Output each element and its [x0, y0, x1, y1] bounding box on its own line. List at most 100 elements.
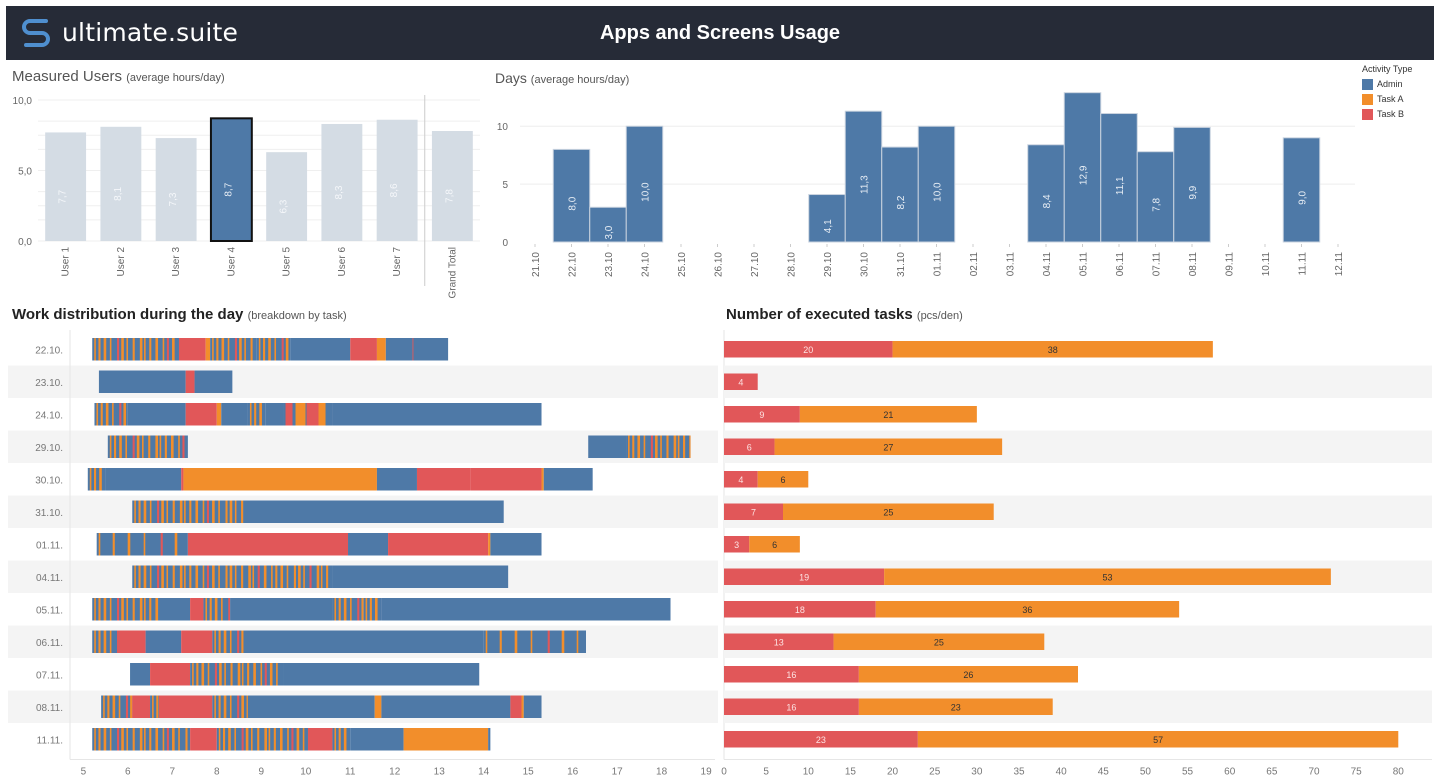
timeline-stripe — [247, 663, 250, 686]
timeline-stripe — [105, 403, 109, 426]
timeline-segment — [221, 403, 248, 426]
timeline-stripe — [279, 728, 283, 751]
timeline-stripe — [94, 598, 96, 621]
timeline-segment — [216, 728, 308, 751]
legend-item-admin[interactable]: Admin — [1362, 78, 1412, 90]
work-subtitle: (breakdown by task) — [247, 310, 347, 322]
timeline-segment — [183, 468, 377, 491]
timeline-stripe — [100, 403, 103, 426]
timeline-segment — [178, 338, 206, 361]
timeline-segment — [181, 630, 213, 653]
timeline-stripe — [196, 663, 199, 686]
timeline-segment — [107, 435, 188, 458]
timeline-stripe — [117, 630, 119, 653]
timeline-stripe — [229, 630, 232, 653]
timeline-stripe — [214, 630, 216, 653]
x-tick-label: 08.11 — [1188, 252, 1199, 277]
row-label: 22.10. — [35, 345, 63, 356]
timeline-stripe — [285, 338, 289, 361]
bar-value-label: 7,7 — [58, 189, 69, 203]
work-title: Work distribution during the day — [12, 306, 244, 323]
stacked-bar-segment — [892, 341, 1213, 358]
timeline-stripe — [223, 630, 227, 653]
x-tick-label: 13 — [434, 767, 446, 778]
timeline-stripe — [228, 598, 231, 621]
timeline-stripe — [273, 728, 276, 751]
timeline-stripe — [98, 630, 101, 653]
timeline-stripe — [149, 338, 152, 361]
timeline-stripe — [237, 630, 240, 653]
x-tick-label: 03.11 — [1006, 252, 1017, 277]
timeline-stripe — [112, 695, 116, 718]
stacked-bar-segment — [833, 633, 1045, 650]
timeline-stripe — [99, 468, 102, 491]
timeline-stripe — [302, 728, 305, 751]
timeline-stripe — [229, 695, 232, 718]
x-tick-label: 35 — [1013, 767, 1025, 778]
timeline-stripe — [195, 565, 199, 588]
timeline-stripe — [119, 403, 122, 426]
timeline-stripe — [202, 565, 205, 588]
days-title: Days — [495, 70, 527, 86]
timeline-stripe — [320, 565, 323, 588]
stacked-bar-segment — [724, 666, 859, 683]
timeline-segment — [194, 370, 233, 393]
timeline-segment — [521, 695, 524, 718]
bar-value-label: 25 — [934, 637, 944, 647]
bar — [321, 123, 363, 241]
x-tick-label: 20 — [887, 767, 899, 778]
timeline-stripe — [156, 695, 159, 718]
timeline-segment — [150, 695, 159, 718]
bar-value-label: 9,9 — [1188, 185, 1199, 199]
timeline-stripe — [172, 338, 175, 361]
stacked-bar-segment — [858, 666, 1078, 683]
timeline-stripe — [241, 695, 244, 718]
timeline-stripe — [223, 695, 227, 718]
timeline-segment — [376, 468, 417, 491]
timeline-segment — [385, 338, 413, 361]
timeline-stripe — [96, 403, 99, 426]
timeline-stripe — [244, 338, 246, 361]
timeline-segment — [350, 728, 404, 751]
timeline-segment — [96, 533, 188, 556]
x-tick-label: 12.11 — [1334, 252, 1345, 277]
timeline-stripe — [139, 728, 143, 751]
timeline-segment — [181, 468, 184, 491]
timeline-stripe — [185, 728, 188, 751]
timeline-stripe — [241, 630, 244, 653]
timeline-stripe — [121, 728, 124, 751]
legend-item-task-b[interactable]: Task B — [1362, 108, 1412, 120]
timeline-stripe — [152, 695, 154, 718]
x-tick-label: 70 — [1308, 767, 1320, 778]
timeline-segment — [388, 533, 489, 556]
x-tick-label: 65 — [1266, 767, 1278, 778]
timeline-segment — [230, 598, 333, 621]
bar-value-label: 25 — [883, 507, 893, 517]
stacked-bar-segment — [858, 698, 1053, 715]
bar-value-label: 23 — [951, 702, 961, 712]
users-title: Measured Users — [12, 68, 123, 85]
timeline-stripe — [295, 403, 306, 426]
bar-value-label: 10,0 — [933, 182, 944, 202]
timeline-stripe — [139, 338, 143, 361]
timeline-stripe — [98, 598, 101, 621]
timeline-stripe — [182, 435, 185, 458]
timeline-segment — [416, 468, 471, 491]
legend-item-task-a[interactable]: Task A — [1362, 93, 1412, 105]
timeline-stripe — [132, 728, 135, 751]
timeline-stripe — [258, 338, 261, 361]
timeline-stripe — [157, 500, 160, 523]
timeline-stripe — [134, 565, 136, 588]
bar-value-label: 7,3 — [168, 192, 179, 206]
row-label: 07.11. — [36, 670, 63, 681]
stacked-bar-segment — [724, 341, 893, 358]
timeline-stripe — [138, 565, 141, 588]
x-tick-label: 7 — [170, 767, 176, 778]
tasks-title: Number of executed tasks — [726, 306, 913, 323]
page-title: Apps and Screens Usage — [599, 22, 841, 44]
timeline-stripe — [98, 338, 101, 361]
timeline-stripe — [241, 565, 244, 588]
timeline-stripe — [166, 500, 169, 523]
timeline-stripe — [628, 435, 630, 458]
timeline-stripe — [214, 598, 218, 621]
